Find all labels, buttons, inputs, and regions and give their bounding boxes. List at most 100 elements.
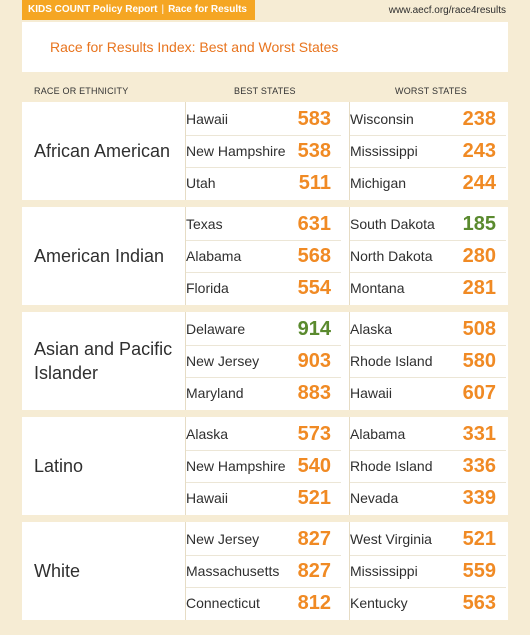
row-separator (186, 555, 341, 556)
report-tag: KIDS COUNT Policy Report | Race for Result… (22, 0, 255, 20)
worst-state-score: 238 (462, 107, 496, 130)
best-state-row: New Jersey 827 (186, 523, 331, 555)
column-divider (349, 522, 350, 620)
row-separator (186, 272, 341, 273)
best-state-row: Utah 511 (186, 167, 331, 199)
row-separator (186, 240, 341, 241)
report-label: KIDS COUNT Policy Report (28, 4, 158, 15)
worst-state-name: Michigan (350, 175, 407, 191)
group-block: Latino Alaska 573 New Hampshire 540 Hawaii 521… (22, 417, 508, 515)
top-bar: KIDS COUNT Policy Report | Race for Result… (22, 0, 508, 22)
worst-state-score: 331 (462, 422, 496, 445)
best-state-name: New Jersey (186, 531, 260, 547)
best-state-name: Maryland (186, 385, 244, 401)
row-separator (350, 555, 506, 556)
best-state-row: New Hampshire 538 (186, 135, 331, 167)
best-state-score: 812 (297, 591, 331, 614)
best-state-name: New Hampshire (186, 143, 286, 159)
worst-state-row: Nevada 339 (350, 482, 496, 514)
worst-state-row: Hawaii 607 (350, 377, 496, 409)
column-divider (185, 522, 186, 620)
best-state-score: 631 (297, 212, 331, 235)
worst-state-row: Wisconsin 238 (350, 103, 496, 135)
best-state-name: Texas (186, 216, 223, 232)
best-state-score: 827 (297, 559, 331, 582)
row-separator (350, 135, 506, 136)
best-state-row: Florida 554 (186, 272, 331, 304)
worst-state-row: Montana 281 (350, 272, 496, 304)
best-state-score: 521 (297, 486, 331, 509)
best-state-name: New Jersey (186, 353, 260, 369)
worst-state-score: 521 (462, 527, 496, 550)
row-separator (350, 377, 506, 378)
worst-state-score: 336 (462, 454, 496, 477)
worst-state-score: 563 (462, 591, 496, 614)
row-separator (350, 240, 506, 241)
worst-state-name: Nevada (350, 490, 399, 506)
worst-state-row: Mississippi 243 (350, 135, 496, 167)
best-state-score: 583 (297, 107, 331, 130)
row-separator (350, 345, 506, 346)
worst-state-name: West Virginia (350, 531, 432, 547)
column-header-race: RACE OR ETHNICITY (34, 86, 129, 96)
column-divider (185, 207, 186, 305)
best-state-name: Utah (186, 175, 216, 191)
row-separator (186, 377, 341, 378)
best-state-score: 538 (297, 139, 331, 162)
row-separator (350, 482, 506, 483)
best-state-row: New Jersey 903 (186, 345, 331, 377)
row-separator (350, 167, 506, 168)
best-state-row: Alaska 573 (186, 418, 331, 450)
best-state-name: Connecticut (186, 595, 260, 611)
column-divider (185, 102, 186, 200)
best-state-name: Hawaii (186, 490, 229, 506)
worst-state-name: North Dakota (350, 248, 433, 264)
best-state-score: 540 (297, 454, 331, 477)
best-state-name: Alaska (186, 426, 229, 442)
worst-state-row: Rhode Island 336 (350, 450, 496, 482)
best-state-name: Alabama (186, 248, 242, 264)
best-state-name: Hawaii (186, 111, 229, 127)
best-state-row: Maryland 883 (186, 377, 331, 409)
worst-state-name: Alaska (350, 321, 393, 337)
worst-state-name: Hawaii (350, 385, 393, 401)
column-divider (349, 312, 350, 410)
best-state-row: Hawaii 583 (186, 103, 331, 135)
report-url[interactable]: www.aecf.org/race4results (388, 5, 506, 16)
best-state-score: 573 (297, 422, 331, 445)
worst-state-name: South Dakota (350, 216, 435, 232)
group-name: Asian and Pacific Islander (34, 339, 173, 383)
report-section: Race for Results (168, 4, 247, 15)
worst-state-row: West Virginia 521 (350, 523, 496, 555)
worst-state-score: 339 (462, 486, 496, 509)
best-state-score: 827 (297, 527, 331, 550)
best-state-row: Alabama 568 (186, 240, 331, 272)
tag-separator: | (161, 4, 165, 15)
group-name: Latino (34, 456, 84, 476)
page-title: Race for Results Index: Best and Worst S… (50, 39, 339, 55)
worst-state-row: Rhode Island 580 (350, 345, 496, 377)
group-block: American Indian Texas 631 Alabama 568 Florida… (22, 207, 508, 305)
column-divider (185, 312, 186, 410)
worst-state-row: North Dakota 280 (350, 240, 496, 272)
row-separator (350, 450, 506, 451)
worst-state-score: 580 (462, 349, 496, 372)
row-separator (186, 450, 341, 451)
column-divider (349, 417, 350, 515)
best-state-row: Connecticut 812 (186, 587, 331, 619)
column-divider (349, 102, 350, 200)
group-block: Asian and Pacific Islander Delaware 914 New… (22, 312, 508, 410)
best-state-score: 914 (297, 317, 331, 340)
best-state-row: Massachusetts 827 (186, 555, 331, 587)
worst-state-score: 281 (462, 276, 496, 299)
worst-state-row: South Dakota 185 (350, 208, 496, 240)
best-state-row: Hawaii 521 (186, 482, 331, 514)
worst-state-name: Mississippi (350, 143, 418, 159)
worst-state-score: 607 (462, 381, 496, 404)
worst-state-name: Rhode Island (350, 458, 433, 474)
worst-state-score: 244 (462, 171, 496, 194)
column-divider (349, 207, 350, 305)
row-separator (350, 587, 506, 588)
row-separator (186, 135, 341, 136)
column-header-worst: WORST STATES (395, 86, 467, 96)
